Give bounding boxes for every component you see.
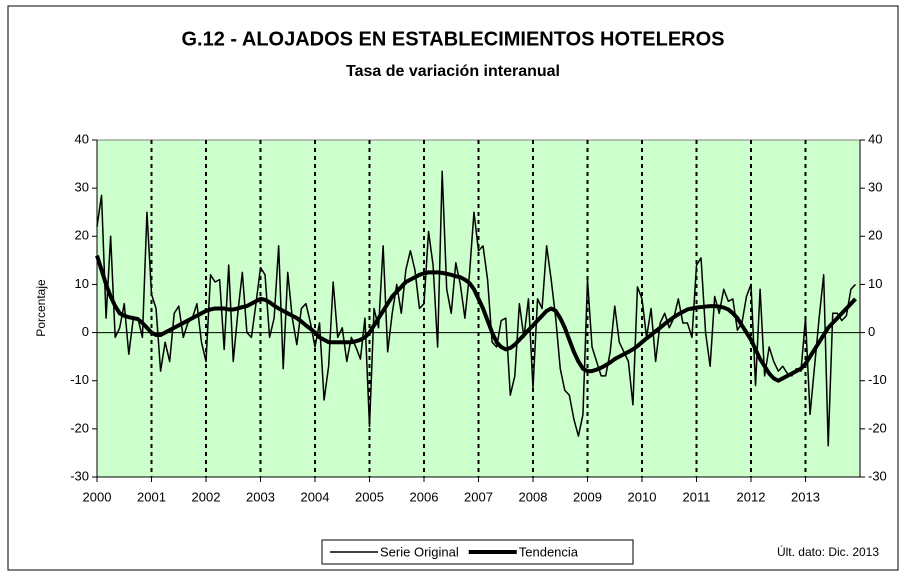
y2-tick-label: -30 (868, 468, 887, 483)
y-tick-label: 20 (75, 228, 89, 243)
y2-tick-label: 40 (868, 131, 882, 146)
y2-tick-label: -20 (868, 420, 887, 435)
y-axis-label: Porcentaje (34, 279, 48, 337)
legend-label: Tendencia (519, 544, 579, 559)
legend-label: Serie Original (380, 544, 459, 559)
chart-subtitle: Tasa de variación interanual (346, 63, 560, 80)
y-tick-label: -10 (70, 372, 89, 387)
x-tick-label: 2013 (791, 489, 820, 504)
y-tick-label: -20 (70, 420, 89, 435)
y2-tick-label: 10 (868, 276, 882, 291)
x-tick-label: 2002 (192, 489, 221, 504)
x-tick-label: 2000 (83, 489, 112, 504)
annotation: Últ. dato: Dic. 2013 (777, 544, 879, 559)
y-tick-label: 10 (75, 276, 89, 291)
y2-tick-label: 0 (868, 324, 875, 339)
series-line (96, 170, 857, 447)
y-tick-label: -30 (70, 468, 89, 483)
x-tick-label: 2012 (737, 489, 766, 504)
y2-tick-label: -10 (868, 372, 887, 387)
x-tick-label: 2007 (464, 489, 493, 504)
x-tick-label: 2005 (355, 489, 384, 504)
x-tick-label: 2003 (246, 489, 275, 504)
x-tick-label: 2008 (519, 489, 548, 504)
chart-title: G.12 - ALOJADOS EN ESTABLECIMIENTOS HOTE… (181, 28, 724, 50)
y-tick-label: 30 (75, 180, 89, 195)
series-line (95, 254, 857, 383)
x-tick-label: 2001 (137, 489, 166, 504)
x-tick-label: 2006 (410, 489, 439, 504)
x-tick-label: 2009 (573, 489, 602, 504)
y2-tick-label: 20 (868, 228, 882, 243)
x-tick-label: 2004 (301, 489, 330, 504)
y-tick-label: 0 (82, 324, 89, 339)
y-tick-label: 40 (75, 131, 89, 146)
y2-tick-label: 30 (868, 180, 882, 195)
x-tick-label: 2010 (628, 489, 657, 504)
x-tick-label: 2011 (683, 489, 711, 504)
